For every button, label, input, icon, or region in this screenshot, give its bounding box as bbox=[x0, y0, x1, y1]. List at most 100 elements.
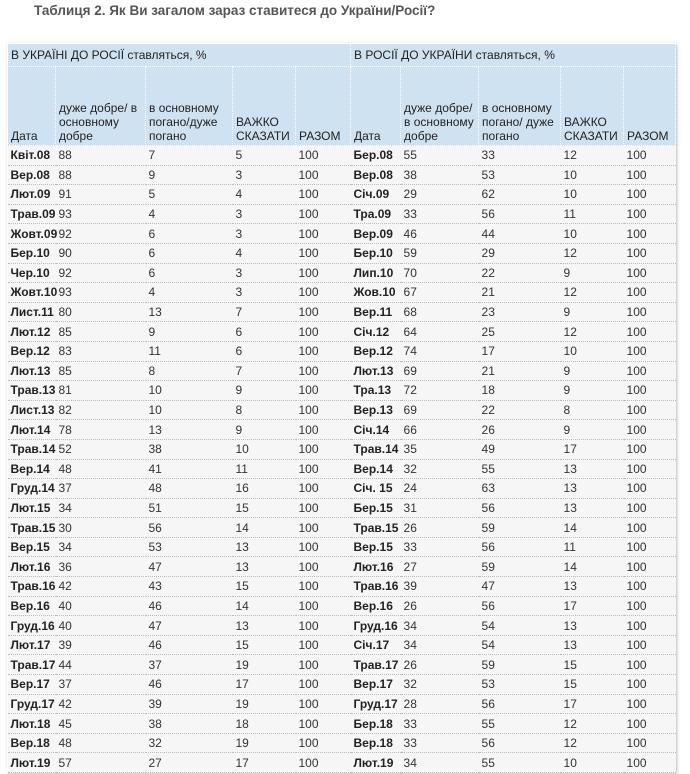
ukraine-hard-to-say-cell: 8 bbox=[232, 400, 296, 421]
russia-bad-cell: 59 bbox=[478, 556, 561, 578]
ukraine-bad-cell: 37 bbox=[145, 654, 233, 676]
ukraine-date-cell: Груд.17 bbox=[7, 694, 56, 715]
ukraine-bad-cell: 27 bbox=[145, 752, 233, 773]
ukraine-bad-cell: 5 bbox=[145, 184, 233, 205]
ukraine-hard-to-say-cell: 3 bbox=[232, 165, 296, 186]
ukraine-hard-to-say-cell: 3 bbox=[232, 204, 296, 225]
ukraine-hard-to-say-cell: 6 bbox=[232, 341, 296, 362]
ukraine-hard-to-say-cell: 13 bbox=[232, 556, 296, 578]
ukraine-hard-to-say-cell: 16 bbox=[232, 478, 296, 499]
russia-hard-to-say-cell: 12 bbox=[560, 145, 624, 166]
russia-hard-to-say-cell: 8 bbox=[560, 400, 624, 421]
table-row: Вер.08 88 9 3 100 Вер.08 38 53 10 100 bbox=[7, 165, 676, 186]
russia-hard-to-say-cell: 15 bbox=[560, 654, 624, 676]
ukraine-total-cell: 100 bbox=[295, 537, 351, 558]
table-row: Лист.13 82 10 8 100 Вер.13 69 22 8 100 bbox=[7, 400, 676, 421]
ukraine-bad-cell: 46 bbox=[145, 635, 233, 656]
ukraine-date-cell: Лист.11 bbox=[7, 302, 56, 323]
russia-hard-to-say-cell: 17 bbox=[560, 694, 624, 715]
russia-good-cell: 27 bbox=[400, 556, 479, 578]
ukraine-hard-to-say-cell: 7 bbox=[232, 302, 296, 323]
russia-date-cell: Лют.19 bbox=[350, 752, 401, 773]
russia-bad-cell: 55 bbox=[478, 713, 561, 734]
russia-good-cell: 32 bbox=[400, 674, 479, 695]
russia-date-cell: Вер.18 bbox=[350, 733, 401, 754]
col-header-bad: в основному погано/дуже погано bbox=[145, 66, 233, 146]
russia-good-cell: 33 bbox=[400, 204, 479, 225]
russia-hard-to-say-cell: 10 bbox=[560, 184, 624, 205]
table-row: Лют.16 36 47 13 100 Лют.16 27 59 14 100 bbox=[7, 556, 676, 578]
ukraine-total-cell: 100 bbox=[295, 341, 351, 362]
ukraine-total-cell: 100 bbox=[295, 713, 351, 734]
ukraine-total-cell: 100 bbox=[295, 556, 351, 578]
ukraine-date-cell: Жовт.09 bbox=[7, 223, 57, 244]
table-row: Лют.12 85 9 6 100 Січ.12 64 25 12 100 bbox=[7, 321, 676, 342]
ukraine-date-cell: Жовт.10 bbox=[7, 282, 57, 303]
russia-total-cell: 100 bbox=[623, 498, 676, 519]
russia-total-cell: 100 bbox=[623, 145, 676, 166]
russia-hard-to-say-cell: 11 bbox=[560, 537, 624, 558]
russia-hard-to-say-cell: 15 bbox=[560, 674, 624, 695]
russia-bad-cell: 53 bbox=[478, 165, 561, 186]
ukraine-good-cell: 93 bbox=[55, 282, 146, 303]
ukraine-total-cell: 100 bbox=[295, 223, 351, 244]
russia-bad-cell: 59 bbox=[478, 517, 561, 538]
russia-date-cell: Лют.16 bbox=[350, 556, 401, 578]
ukraine-good-cell: 39 bbox=[55, 635, 146, 656]
russia-good-cell: 64 bbox=[400, 321, 479, 342]
russia-hard-to-say-cell: 11 bbox=[560, 204, 624, 225]
ukraine-date-cell: Лют.16 bbox=[7, 556, 56, 578]
russia-bad-cell: 56 bbox=[478, 498, 561, 519]
ukraine-date-cell: Вер.17 bbox=[7, 674, 56, 695]
ukraine-total-cell: 100 bbox=[295, 361, 351, 382]
ukraine-good-cell: 40 bbox=[55, 596, 146, 617]
russia-date-cell: Тра.13 bbox=[350, 380, 401, 401]
russia-hard-to-say-cell: 12 bbox=[560, 321, 624, 342]
ukraine-hard-to-say-cell: 14 bbox=[232, 517, 296, 538]
russia-date-cell: Вер.11 bbox=[350, 302, 401, 323]
ukraine-bad-cell: 38 bbox=[145, 439, 233, 460]
ukraine-bad-cell: 46 bbox=[145, 596, 233, 617]
ukraine-hard-to-say-cell: 17 bbox=[232, 752, 296, 773]
col-header-total: РАЗОМ bbox=[623, 66, 677, 146]
russia-total-cell: 100 bbox=[623, 459, 676, 480]
ukraine-good-cell: 92 bbox=[55, 263, 146, 284]
russia-good-cell: 33 bbox=[400, 537, 479, 558]
russia-good-cell: 38 bbox=[400, 165, 479, 186]
ukraine-bad-cell: 53 bbox=[145, 537, 233, 558]
russia-date-cell: Січ.17 bbox=[350, 635, 401, 656]
russia-total-cell: 100 bbox=[623, 654, 676, 676]
table-row: Трав.17 44 37 19 100 Трав.17 26 59 15 100 bbox=[7, 654, 676, 676]
ukraine-bad-cell: 47 bbox=[145, 615, 233, 636]
col-header-good: дуже добре/в основному добре bbox=[400, 66, 480, 146]
ukraine-date-cell: Вер.18 bbox=[7, 733, 56, 754]
ukraine-hard-to-say-cell: 19 bbox=[232, 694, 296, 715]
ukraine-total-cell: 100 bbox=[295, 282, 351, 303]
russia-hard-to-say-cell: 9 bbox=[560, 302, 624, 323]
russia-good-cell: 70 bbox=[400, 263, 479, 284]
russia-date-cell: Січ.12 bbox=[350, 321, 401, 342]
russia-total-cell: 100 bbox=[623, 282, 676, 303]
ukraine-hard-to-say-cell: 13 bbox=[232, 537, 296, 558]
ukraine-good-cell: 81 bbox=[55, 380, 146, 401]
russia-hard-to-say-cell: 12 bbox=[560, 733, 624, 754]
table-row: Груд.17 42 39 19 100 Груд.17 28 56 17 100 bbox=[7, 694, 676, 715]
ukraine-bad-cell: 32 bbox=[145, 733, 233, 754]
ukraine-date-cell: Бер.10 bbox=[7, 243, 56, 264]
ukraine-total-cell: 100 bbox=[295, 596, 351, 617]
russia-hard-to-say-cell: 9 bbox=[560, 419, 624, 440]
russia-total-cell: 100 bbox=[623, 400, 676, 421]
ukraine-date-cell: Трав.09 bbox=[7, 204, 56, 225]
russia-date-cell: Січ.14 bbox=[350, 419, 401, 440]
ukraine-bad-cell: 46 bbox=[145, 674, 233, 695]
ukraine-good-cell: 88 bbox=[55, 145, 146, 166]
russia-hard-to-say-cell: 17 bbox=[560, 596, 624, 617]
russia-date-cell: Трав.16 bbox=[350, 576, 401, 597]
table-row: Лист.11 80 13 7 100 Вер.11 68 23 9 100 bbox=[7, 302, 676, 323]
ukraine-total-cell: 100 bbox=[295, 439, 351, 460]
russia-good-cell: 33 bbox=[400, 713, 479, 734]
russia-total-cell: 100 bbox=[623, 694, 676, 715]
russia-total-cell: 100 bbox=[623, 263, 676, 284]
russia-date-cell: Вер.14 bbox=[350, 459, 401, 480]
russia-hard-to-say-cell: 9 bbox=[560, 361, 624, 382]
